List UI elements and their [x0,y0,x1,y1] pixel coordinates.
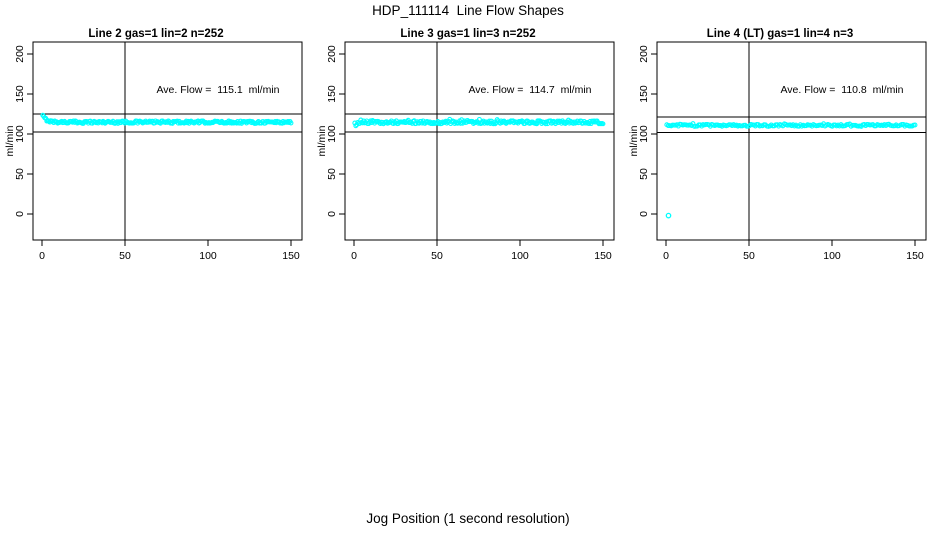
y-tick-label: 150 [638,85,650,103]
y-axis-label: ml/min [628,125,640,156]
y-tick-label: 0 [14,211,26,217]
y-tick-label: 100 [638,125,650,143]
y-axis-label: ml/min [316,125,328,156]
data-point [288,120,294,126]
plot-line-4: 0 50 100 150 200 ml/min 0 50 100 150 Line 4 (LT) … [624,0,936,275]
y-tick-label: 100 [326,125,338,143]
x-tick-label: 150 [906,250,924,262]
x-tick-label: 0 [39,250,45,262]
y-tick-label: 0 [326,211,338,217]
x-tick-label: 0 [663,250,669,262]
x-tick-label: 150 [282,250,300,262]
x-tick-label: 100 [511,250,529,262]
x-tick-label: 100 [823,250,841,262]
plot-line-4-title: Line 4 (LT) gas=1 lin=4 n=3 [706,28,854,40]
x-tick-label: 100 [199,250,217,262]
y-tick-label: 50 [638,168,650,180]
data-point [147,118,153,124]
y-axis-label: ml/min [4,125,16,156]
data-point [492,121,498,127]
x-tick-label: 0 [351,250,357,262]
data-point [486,118,492,124]
data-point [912,122,918,128]
y-tick-label: 0 [638,211,650,217]
y-tick-label: 200 [638,45,650,63]
x-tick-label: 50 [119,250,131,262]
data-points [664,121,918,129]
y-tick-label: 50 [326,168,338,180]
data-points [352,116,606,129]
figure-x-axis-label: Jog Position (1 second resolution) [366,511,570,526]
plot-line-2: 0 50 100 150 200 ml/min 0 50 100 150 Line 2 gas=1… [0,0,312,275]
x-tick-label: 150 [594,250,612,262]
y-tick-label: 150 [14,85,26,103]
plot-line-4-ave-flow-annotation: Ave. Flow = 110.8 ml/min [780,84,904,96]
plot-line-4-canvas: 0 50 100 150 200 ml/min 0 50 100 150 [628,41,927,262]
data-points [40,112,294,126]
y-tick-label: 150 [326,85,338,103]
figure-title: HDP_111114 Line Flow Shapes [372,3,564,18]
plot-line-3: 0 50 100 150 200 ml/min 0 50 100 150 Line 3 gas=1… [312,0,624,275]
plot-box [656,41,927,241]
data-point [600,121,606,127]
plot-line-3-title: Line 3 gas=1 lin=3 n=252 [400,28,536,40]
plot-line-2-ave-flow-annotation: Ave. Flow = 115.1 ml/min [156,84,280,96]
plot-box [32,41,303,241]
y-tick-label: 200 [326,45,338,63]
plot-line-2-canvas: 0 50 100 150 200 ml/min 0 50 100 150 [4,41,303,262]
outlier-point [665,212,672,219]
y-tick-label: 200 [14,45,26,63]
y-tick-label: 100 [14,125,26,143]
x-tick-label: 50 [431,250,443,262]
x-tick-label: 50 [743,250,755,262]
y-tick-label: 50 [14,168,26,180]
plot-line-2-title: Line 2 gas=1 lin=2 n=252 [88,28,224,40]
plot-line-3-canvas: 0 50 100 150 200 ml/min 0 50 100 150 [316,41,615,262]
plot-box [344,41,615,241]
plot-line-3-ave-flow-annotation: Ave. Flow = 114.7 ml/min [468,84,592,96]
